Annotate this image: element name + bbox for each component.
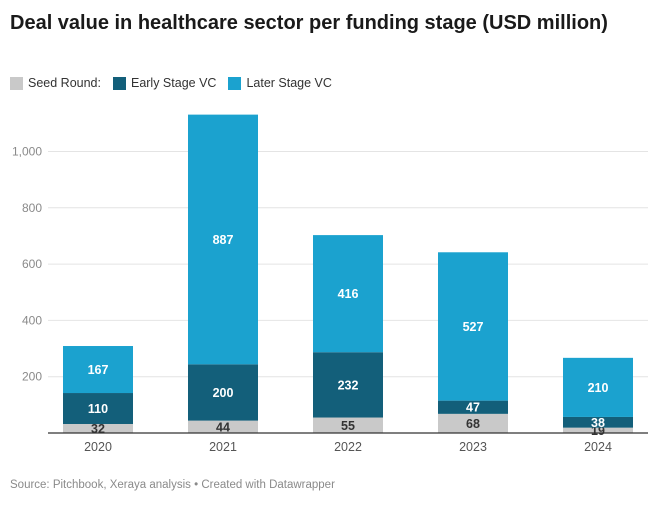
data-label: 527: [463, 320, 484, 334]
data-label: 47: [466, 401, 480, 415]
legend-item-seed-round: Seed Round:: [10, 76, 101, 90]
bar-segment: [438, 252, 508, 401]
bar-stack: 44 200 887: [188, 114, 258, 434]
data-label: 38: [591, 416, 605, 430]
x-tick-label: 2024: [584, 440, 612, 454]
bar-segment: [188, 114, 258, 365]
chart-title: Deal value in healthcare sector per fund…: [10, 12, 608, 34]
legend: Seed Round: Early Stage VC Later Stage V…: [10, 76, 344, 90]
bar-segment: [438, 413, 508, 433]
bar-segment: [563, 427, 633, 433]
bar-stack: 55 232 416: [313, 235, 383, 433]
x-tick-label: 2021: [209, 440, 237, 454]
legend-item-early-stage-vc: Early Stage VC: [112, 76, 217, 90]
data-label: 232: [338, 378, 359, 392]
legend-label-later-stage-vc: Later Stage VC: [246, 76, 332, 90]
legend-swatch-later-stage-vc: [228, 76, 242, 90]
footer-source: Source: Pitchbook, Xeraya analysis • Cre…: [10, 479, 335, 491]
bar-stack: 68 47 527: [438, 252, 508, 433]
data-label: 44: [216, 420, 230, 434]
data-label: 110: [88, 402, 108, 416]
bar-segment: [563, 357, 633, 417]
bar-segment: [63, 393, 133, 424]
legend-label-seed-round: Seed Round:: [28, 76, 101, 90]
bar-segment: [188, 364, 258, 421]
y-tick-label: 400: [22, 313, 42, 327]
bar-segment: [313, 352, 383, 418]
stacked-bar-chart: 200 400 600 800 1,000 32 110 167 44 200 887 55 232 4…: [12, 114, 648, 454]
y-tick-label: 800: [22, 201, 42, 215]
x-tick-label: 2022: [334, 440, 362, 454]
y-tick-label: 200: [22, 370, 42, 384]
x-axis: 2020 2021 2022 2023 2024: [48, 432, 648, 454]
bar-segment: [313, 235, 383, 353]
bar-segment: [188, 420, 258, 433]
legend-item-later-stage-vc: Later Stage VC: [228, 76, 332, 90]
legend-swatch-early-stage-vc: [112, 76, 126, 90]
data-label: 200: [213, 386, 234, 400]
data-label: 55: [341, 419, 355, 433]
data-label: 210: [588, 381, 609, 395]
bar-segment: [313, 417, 383, 433]
bar-segment: [563, 416, 633, 428]
legend-swatch-seed-round: [10, 76, 23, 90]
data-label: 68: [466, 417, 480, 431]
data-label: 416: [338, 287, 359, 301]
x-tick-label: 2020: [84, 440, 112, 454]
data-label: 887: [213, 233, 234, 247]
x-tick-label: 2023: [459, 440, 487, 454]
y-tick-label: 600: [22, 257, 42, 271]
bar-stack: 32 110 167: [63, 346, 133, 436]
data-label: 167: [88, 363, 109, 377]
y-axis-labels: 200 400 600 800 1,000: [12, 145, 42, 384]
bar-segment: [63, 346, 133, 394]
y-tick-label: 1,000: [12, 145, 42, 159]
bar-segment: [438, 400, 508, 414]
bar-segment: [63, 423, 133, 433]
data-label: 32: [91, 422, 105, 436]
legend-label-early-stage-vc: Early Stage VC: [130, 76, 217, 90]
